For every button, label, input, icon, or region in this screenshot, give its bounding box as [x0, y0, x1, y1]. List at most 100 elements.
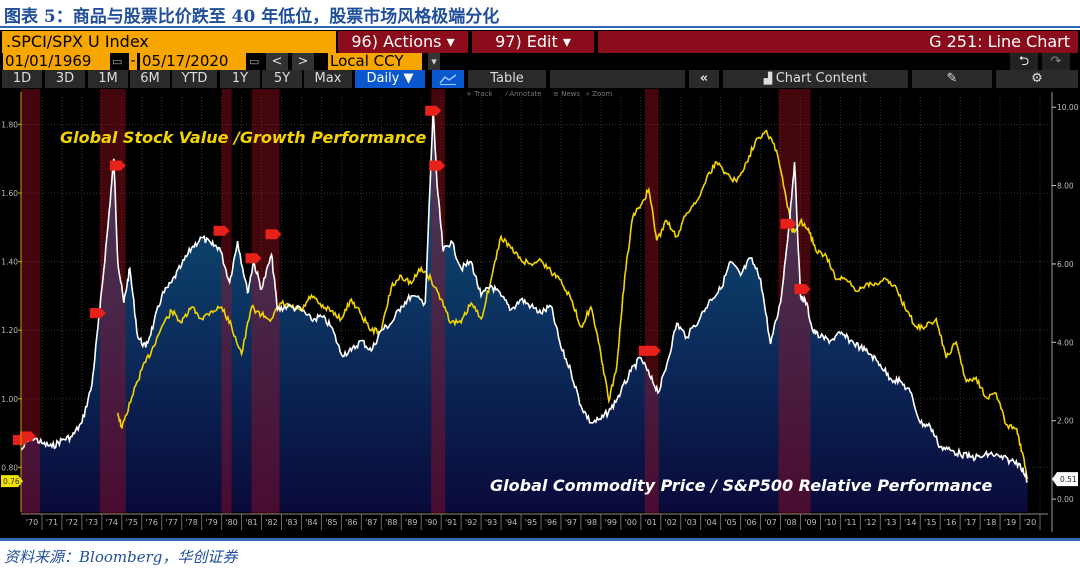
x-tick-label: '84: [305, 518, 317, 527]
currency-dropdown-icon[interactable]: ▾: [428, 53, 440, 70]
end-date-input[interactable]: 05/17/2020: [140, 53, 246, 70]
x-tick-label: '70: [26, 518, 38, 527]
x-tick-label: '20: [1024, 518, 1036, 527]
event-flag-icon[interactable]: [19, 431, 36, 442]
right-tick-label: 0.00: [1057, 495, 1074, 504]
x-tick-label: '80: [225, 518, 237, 527]
commodity-spx-line[interactable]: [20, 110, 1029, 483]
left-last-value-label: 0.76: [3, 477, 20, 486]
x-tick-label: '15: [924, 518, 936, 527]
table-button[interactable]: Table: [468, 70, 546, 88]
range-button-1y[interactable]: 1Y: [220, 70, 260, 88]
right-tick-label: 4.00: [1057, 338, 1074, 347]
x-tick-label: '77: [166, 518, 178, 527]
x-tick-label: '08: [784, 518, 796, 527]
recession-band: [221, 89, 232, 514]
x-tick-label: '74: [106, 518, 118, 527]
x-tick-label: '16: [944, 518, 956, 527]
actions-menu-button[interactable]: 96) Actions ▾: [338, 31, 468, 53]
start-date-input[interactable]: 01/01/1969: [3, 53, 110, 70]
right-tick-label: 8.00: [1057, 182, 1074, 191]
x-tick-label: '05: [724, 518, 736, 527]
left-tick-label: 1.60: [1, 189, 18, 198]
chart-content-icon: ▟: [763, 72, 776, 85]
tool-annotate[interactable]: ⁄ Annotate: [504, 90, 541, 98]
date-separator: -: [129, 53, 137, 70]
x-tick-label: '14: [904, 518, 916, 527]
title-rule: [0, 26, 1080, 28]
x-tick-label: '11: [844, 518, 856, 527]
x-tick-label: '06: [744, 518, 756, 527]
right-tick-label: 2.00: [1057, 417, 1074, 426]
ticker-field[interactable]: .SPCI/SPX U Index: [2, 31, 336, 53]
x-tick-label: '78: [185, 518, 197, 527]
x-tick-label: '18: [984, 518, 996, 527]
x-tick-label: '85: [325, 518, 337, 527]
next-period-button[interactable]: >: [292, 53, 314, 70]
x-tick-label: '13: [884, 518, 896, 527]
right-last-value-tag: [1052, 472, 1078, 487]
annotation-value-growth: Global Stock Value /Growth Performance: [60, 128, 426, 147]
range-button-max[interactable]: Max: [304, 70, 352, 88]
recession-band: [21, 89, 40, 514]
start-calendar-icon[interactable]: ▭: [112, 55, 123, 68]
annotation-commodity-spx: Global Commodity Price / S&P500 Relative…: [490, 476, 993, 495]
x-tick-label: '73: [86, 518, 98, 527]
frequency-dropdown[interactable]: Daily ▼: [355, 70, 425, 88]
edit-menu-button[interactable]: 97) Edit ▾: [472, 31, 594, 53]
x-tick-label: '89: [405, 518, 417, 527]
x-tick-label: '95: [525, 518, 537, 527]
x-tick-label: '01: [645, 518, 657, 527]
x-tick-label: '82: [265, 518, 277, 527]
x-tick-label: '87: [365, 518, 377, 527]
range-button-6m[interactable]: 6M: [130, 70, 170, 88]
x-tick-label: '81: [245, 518, 257, 527]
event-flag-icon[interactable]: [794, 284, 811, 295]
range-button-3d[interactable]: 3D: [45, 70, 85, 88]
line-chart[interactable]: '70 '71 '72 '73 '74 '75 '76 '77 '78 '79 '80 '81 '82 '…: [0, 88, 1080, 540]
x-tick-label: '76: [146, 518, 158, 527]
right-last-value-label: 0.51: [1060, 475, 1077, 484]
tool-zoom[interactable]: ⌕ Zoom: [586, 90, 613, 98]
previous-period-button[interactable]: <: [266, 53, 288, 70]
event-flag-icon[interactable]: [429, 160, 446, 171]
x-tick-label: '19: [1004, 518, 1016, 527]
event-flag-icon[interactable]: [109, 160, 126, 171]
event-flag-icon[interactable]: [265, 229, 282, 240]
x-tick-label: '07: [764, 518, 776, 527]
range-button-1d[interactable]: 1D: [2, 70, 42, 88]
event-flag-icon[interactable]: [245, 253, 262, 264]
tool-track[interactable]: + Track: [466, 90, 493, 98]
redo-icon[interactable]: ↷: [1042, 53, 1070, 70]
event-flag-icon[interactable]: [425, 105, 442, 116]
recession-band: [99, 89, 126, 514]
gear-icon[interactable]: ⚙: [996, 70, 1078, 88]
event-flag-icon[interactable]: [213, 225, 230, 236]
pencil-icon[interactable]: ✎: [912, 70, 992, 88]
range-button-5y[interactable]: 5Y: [262, 70, 302, 88]
figure-title: 图表 5：商品与股票比价跌至 40 年低位，股票市场风格极端分化: [4, 7, 500, 27]
x-tick-label: '17: [964, 518, 976, 527]
x-tick-label: '94: [505, 518, 517, 527]
line-chart-icon[interactable]: [432, 70, 464, 88]
x-tick-label: '91: [445, 518, 457, 527]
undo-icon[interactable]: ⮌: [1010, 53, 1038, 70]
tool-news[interactable]: ≡ News: [553, 90, 580, 98]
end-calendar-icon[interactable]: ▭: [249, 55, 260, 68]
x-tick-label: '04: [704, 518, 716, 527]
x-tick-label: '97: [565, 518, 577, 527]
chart-content-button[interactable]: ▟ Chart Content: [723, 70, 908, 88]
collapse-panel-button[interactable]: «: [689, 70, 719, 88]
event-flag-icon[interactable]: [644, 345, 661, 356]
range-button-1m[interactable]: 1M: [88, 70, 128, 88]
x-tick-label: '88: [385, 518, 397, 527]
left-tick-label: 1.40: [1, 258, 18, 267]
value-growth-line[interactable]: [117, 129, 1029, 480]
x-tick-label: '10: [824, 518, 836, 527]
event-flag-icon[interactable]: [89, 308, 106, 319]
range-button-ytd[interactable]: YTD: [172, 70, 217, 88]
currency-select[interactable]: Local CCY: [328, 53, 422, 70]
event-flag-icon[interactable]: [780, 218, 797, 229]
x-tick-label: '96: [545, 518, 557, 527]
commodity-spx-area: [21, 110, 1028, 513]
